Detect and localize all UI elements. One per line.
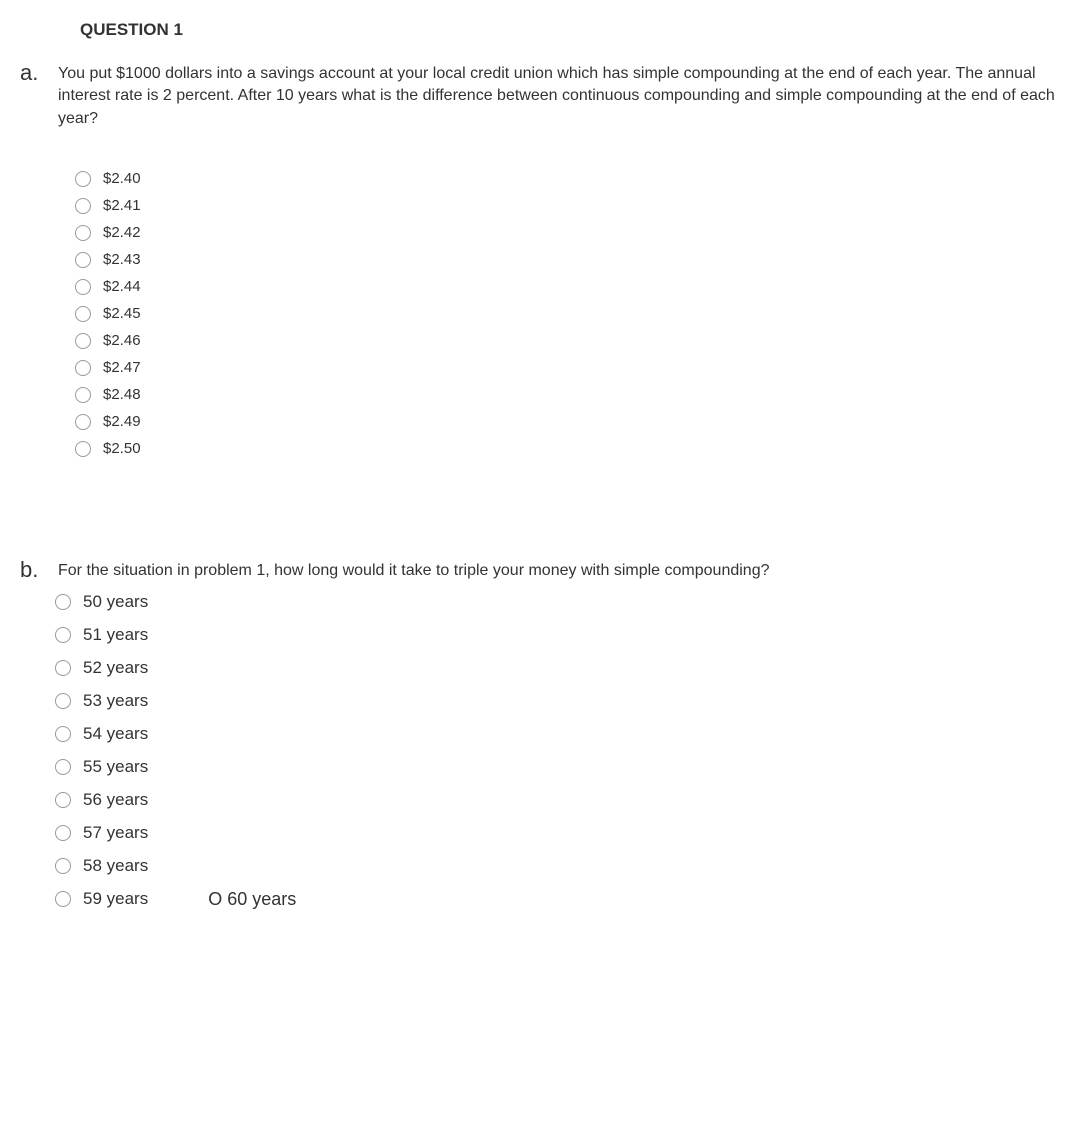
radio-icon[interactable]	[75, 387, 91, 403]
option-row[interactable]: $2.44	[75, 278, 1060, 295]
option-row[interactable]: 58 years	[55, 856, 1060, 876]
option-label: 50 years	[83, 592, 148, 612]
option-label: 51 years	[83, 625, 148, 645]
option-row[interactable]: $2.43	[75, 251, 1060, 268]
radio-icon[interactable]	[75, 360, 91, 376]
part-b-text: For the situation in problem 1, how long…	[58, 560, 769, 582]
option-row[interactable]: 53 years	[55, 691, 1060, 711]
radio-icon[interactable]	[55, 891, 71, 907]
option-row[interactable]: 51 years	[55, 625, 1060, 645]
part-a-text: You put $1000 dollars into a savings acc…	[58, 63, 1060, 130]
option-label: $2.41	[103, 197, 141, 214]
option-label: 56 years	[83, 790, 148, 810]
option-label: 54 years	[83, 724, 148, 744]
option-label: $2.47	[103, 359, 141, 376]
part-a-label: a.	[20, 60, 50, 86]
option-row[interactable]: 52 years	[55, 658, 1060, 678]
radio-icon[interactable]	[55, 858, 71, 874]
radio-icon[interactable]	[55, 792, 71, 808]
radio-icon[interactable]	[75, 171, 91, 187]
option-row[interactable]: 57 years	[55, 823, 1060, 843]
radio-icon[interactable]	[55, 660, 71, 676]
radio-icon[interactable]	[75, 252, 91, 268]
extra-option[interactable]: O 60 years	[208, 889, 296, 910]
radio-icon[interactable]	[55, 825, 71, 841]
option-row[interactable]: $2.49	[75, 413, 1060, 430]
option-label: $2.49	[103, 413, 141, 430]
radio-icon[interactable]	[75, 441, 91, 457]
option-label: 55 years	[83, 757, 148, 777]
part-a-options: $2.40 $2.41 $2.42 $2.43 $2.44 $2.45 $2.4…	[75, 170, 1060, 457]
option-label: 58 years	[83, 856, 148, 876]
radio-icon[interactable]	[75, 306, 91, 322]
option-label: 57 years	[83, 823, 148, 843]
option-label: $2.43	[103, 251, 141, 268]
option-row[interactable]: 55 years	[55, 757, 1060, 777]
part-b: b. For the situation in problem 1, how l…	[20, 557, 1060, 909]
radio-icon[interactable]	[75, 333, 91, 349]
option-row[interactable]: 54 years	[55, 724, 1060, 744]
radio-icon[interactable]	[75, 225, 91, 241]
radio-icon[interactable]	[55, 693, 71, 709]
option-row[interactable]: $2.48	[75, 386, 1060, 403]
option-row[interactable]: $2.46	[75, 332, 1060, 349]
radio-icon[interactable]	[75, 414, 91, 430]
option-label: $2.45	[103, 305, 141, 322]
option-row[interactable]: 56 years	[55, 790, 1060, 810]
option-label: $2.42	[103, 224, 141, 241]
radio-icon[interactable]	[55, 759, 71, 775]
radio-icon[interactable]	[55, 726, 71, 742]
option-label: $2.48	[103, 386, 141, 403]
part-b-options: 50 years 51 years 52 years 53 years 54 y…	[55, 592, 1060, 910]
radio-icon[interactable]	[75, 198, 91, 214]
part-a: a. You put $1000 dollars into a savings …	[20, 60, 1060, 457]
option-label: $2.50	[103, 440, 141, 457]
option-row[interactable]: $2.40	[75, 170, 1060, 187]
option-row[interactable]: $2.42	[75, 224, 1060, 241]
option-label: $2.46	[103, 332, 141, 349]
option-row[interactable]: $2.45	[75, 305, 1060, 322]
option-row[interactable]: $2.50	[75, 440, 1060, 457]
option-label: $2.44	[103, 278, 141, 295]
option-label: 59 years	[83, 889, 148, 909]
radio-icon[interactable]	[75, 279, 91, 295]
option-row[interactable]: $2.41	[75, 197, 1060, 214]
option-label: 52 years	[83, 658, 148, 678]
radio-icon[interactable]	[55, 594, 71, 610]
radio-icon[interactable]	[55, 627, 71, 643]
part-b-label: b.	[20, 557, 50, 583]
option-row[interactable]: 59 years	[55, 889, 148, 909]
question-header: QUESTION 1	[80, 20, 1060, 40]
option-label: 53 years	[83, 691, 148, 711]
option-row[interactable]: 50 years	[55, 592, 1060, 612]
option-row[interactable]: $2.47	[75, 359, 1060, 376]
option-label: $2.40	[103, 170, 141, 187]
